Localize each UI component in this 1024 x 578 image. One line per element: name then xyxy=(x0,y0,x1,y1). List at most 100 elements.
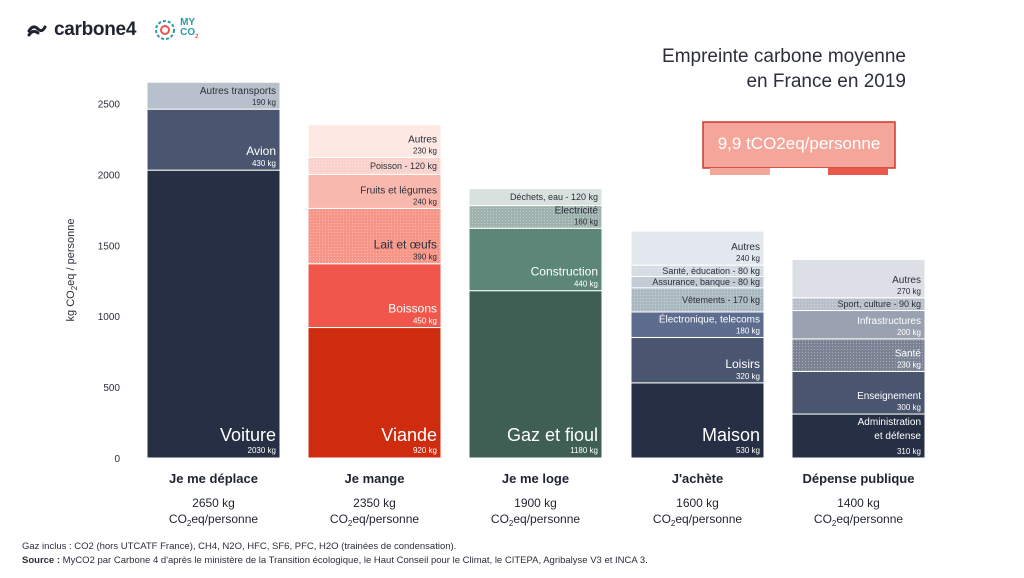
segment-value: 440 kg xyxy=(574,280,598,289)
segment-label: Sport, culture - 90 kg xyxy=(837,299,921,309)
segment-value: 450 kg xyxy=(413,317,437,326)
category-label: Dépense publique xyxy=(803,471,915,486)
segment-value: 390 kg xyxy=(413,253,437,262)
stamp-flag-icon xyxy=(702,121,896,175)
segment-value: 240 kg xyxy=(736,254,760,263)
partner-line1: MY xyxy=(180,17,196,28)
partner-line2: CO2 xyxy=(180,27,199,41)
segment-value: 1180 kg xyxy=(570,446,598,455)
column-total: 1400 kg xyxy=(837,496,880,510)
segment-label: Autres xyxy=(892,275,921,286)
y-tick-label: 1000 xyxy=(98,312,121,323)
segment-value: 430 kg xyxy=(252,159,276,168)
segment-label: Gaz et fioul xyxy=(507,425,598,445)
segment-label: Poisson - 120 kg xyxy=(370,161,437,171)
segment-label: Lait et œufs xyxy=(374,238,437,252)
segment-value: 300 kg xyxy=(897,403,921,412)
column-total: 2350 kg xyxy=(353,496,396,510)
myco2-logo-icon xyxy=(155,20,176,40)
column-unit: CO2eq/personne xyxy=(814,512,904,528)
stamp-text: 9,9 tCO2eq/personne xyxy=(717,134,881,153)
bar-segment xyxy=(146,108,281,171)
bar-segment xyxy=(630,311,765,338)
segment-value: 310 kg xyxy=(897,447,921,456)
y-tick-label: 0 xyxy=(114,454,120,465)
segment-value: 530 kg xyxy=(736,446,760,455)
column-unit: CO2eq/personne xyxy=(169,512,259,528)
segment-label: Autres xyxy=(731,242,760,253)
y-tick-label: 2500 xyxy=(98,100,121,111)
column-unit: CO2eq/personne xyxy=(491,512,581,528)
column-unit: CO2eq/personne xyxy=(330,512,420,528)
bar-segment xyxy=(146,169,281,459)
segment-value: 180 kg xyxy=(736,326,760,335)
logo-area: carbone4 MY CO2 xyxy=(26,18,198,42)
partner-brand: MY CO2 xyxy=(180,18,198,42)
segment-value: 2030 kg xyxy=(248,446,276,455)
segment-value: 230 kg xyxy=(413,146,437,155)
total-stamp: 9,9 tCO2eq/personne xyxy=(700,120,898,176)
bar-segment-texture xyxy=(792,338,925,372)
footer-source: Source : MyCO2 par Carbone 4 d'après le … xyxy=(22,555,648,566)
chart-title: Empreinte carbone moyenne en France en 2… xyxy=(662,44,906,94)
segment-label: Administration xyxy=(858,417,921,428)
bar-segment xyxy=(307,263,442,329)
category-label: Je mange xyxy=(345,471,405,486)
segment-label: Vêtements - 170 kg xyxy=(682,295,760,305)
segment-label: Voiture xyxy=(220,425,276,445)
segment-value: 160 kg xyxy=(574,217,598,226)
category-label: Je me déplace xyxy=(169,471,258,486)
segment-label: Infrastructures xyxy=(857,316,921,327)
segment-value: 240 kg xyxy=(413,197,437,206)
segment-label: Avion xyxy=(246,144,276,158)
segment-value: 320 kg xyxy=(736,372,760,381)
bar-segment-texture xyxy=(308,157,441,175)
bar-segment-texture xyxy=(792,297,925,311)
carbone4-logo-icon xyxy=(27,25,47,37)
segment-label: et défense xyxy=(874,431,921,442)
bar-segment xyxy=(468,188,603,207)
segment-label: Boissons xyxy=(388,302,437,316)
segment-label: Enseignement xyxy=(857,391,921,402)
segment-label: Autres transports xyxy=(200,86,276,97)
bar-segment xyxy=(307,124,442,158)
category-label: J'achète xyxy=(672,471,724,486)
segment-value: 270 kg xyxy=(897,287,921,296)
segment-label: Construction xyxy=(531,265,598,279)
segment-label: Santé xyxy=(895,349,922,360)
column-total: 1600 kg xyxy=(676,496,719,510)
segment-label: Maison xyxy=(702,425,760,445)
title-line2: en France en 2019 xyxy=(746,71,906,92)
bar-segment-texture xyxy=(631,265,764,277)
footer: Gaz inclus : CO2 (hors UTCATF France), C… xyxy=(22,540,648,568)
segment-label: Assurance, banque - 80 kg xyxy=(652,277,760,287)
segment-label: Loisirs xyxy=(725,357,760,371)
bar-segment xyxy=(146,81,281,110)
segment-value: 920 kg xyxy=(413,446,437,455)
category-label: Je me loge xyxy=(502,471,569,486)
y-tick-label: 2000 xyxy=(98,170,121,181)
bar-segment xyxy=(468,227,603,292)
y-tick-label: 500 xyxy=(103,383,120,394)
bar-segment xyxy=(791,258,926,299)
title-line1: Empreinte carbone moyenne xyxy=(662,46,906,67)
segment-label: Viande xyxy=(381,425,437,445)
segment-label: Autres xyxy=(408,134,437,145)
bar-segment xyxy=(307,173,442,209)
y-tick-label: 1500 xyxy=(98,241,121,252)
segment-label: Déchets, eau - 120 kg xyxy=(510,192,598,202)
bar-segment xyxy=(791,310,926,340)
column-total: 2650 kg xyxy=(192,496,235,510)
segment-value: 190 kg xyxy=(252,98,276,107)
bar-segment xyxy=(791,413,926,459)
segment-label: Électronique, telecoms xyxy=(659,312,760,325)
brand-name: carbone4 xyxy=(54,19,137,40)
bar-segment-texture xyxy=(469,205,602,229)
segment-label: Fruits et légumes xyxy=(360,185,437,196)
segment-label: Santé, éducation - 80 kg xyxy=(662,266,760,276)
bar-segment-texture xyxy=(631,287,764,312)
bar-segment-texture xyxy=(308,208,441,264)
footer-gases: Gaz inclus : CO2 (hors UTCATF France), C… xyxy=(22,541,457,552)
segment-label: Électricité xyxy=(555,203,599,216)
